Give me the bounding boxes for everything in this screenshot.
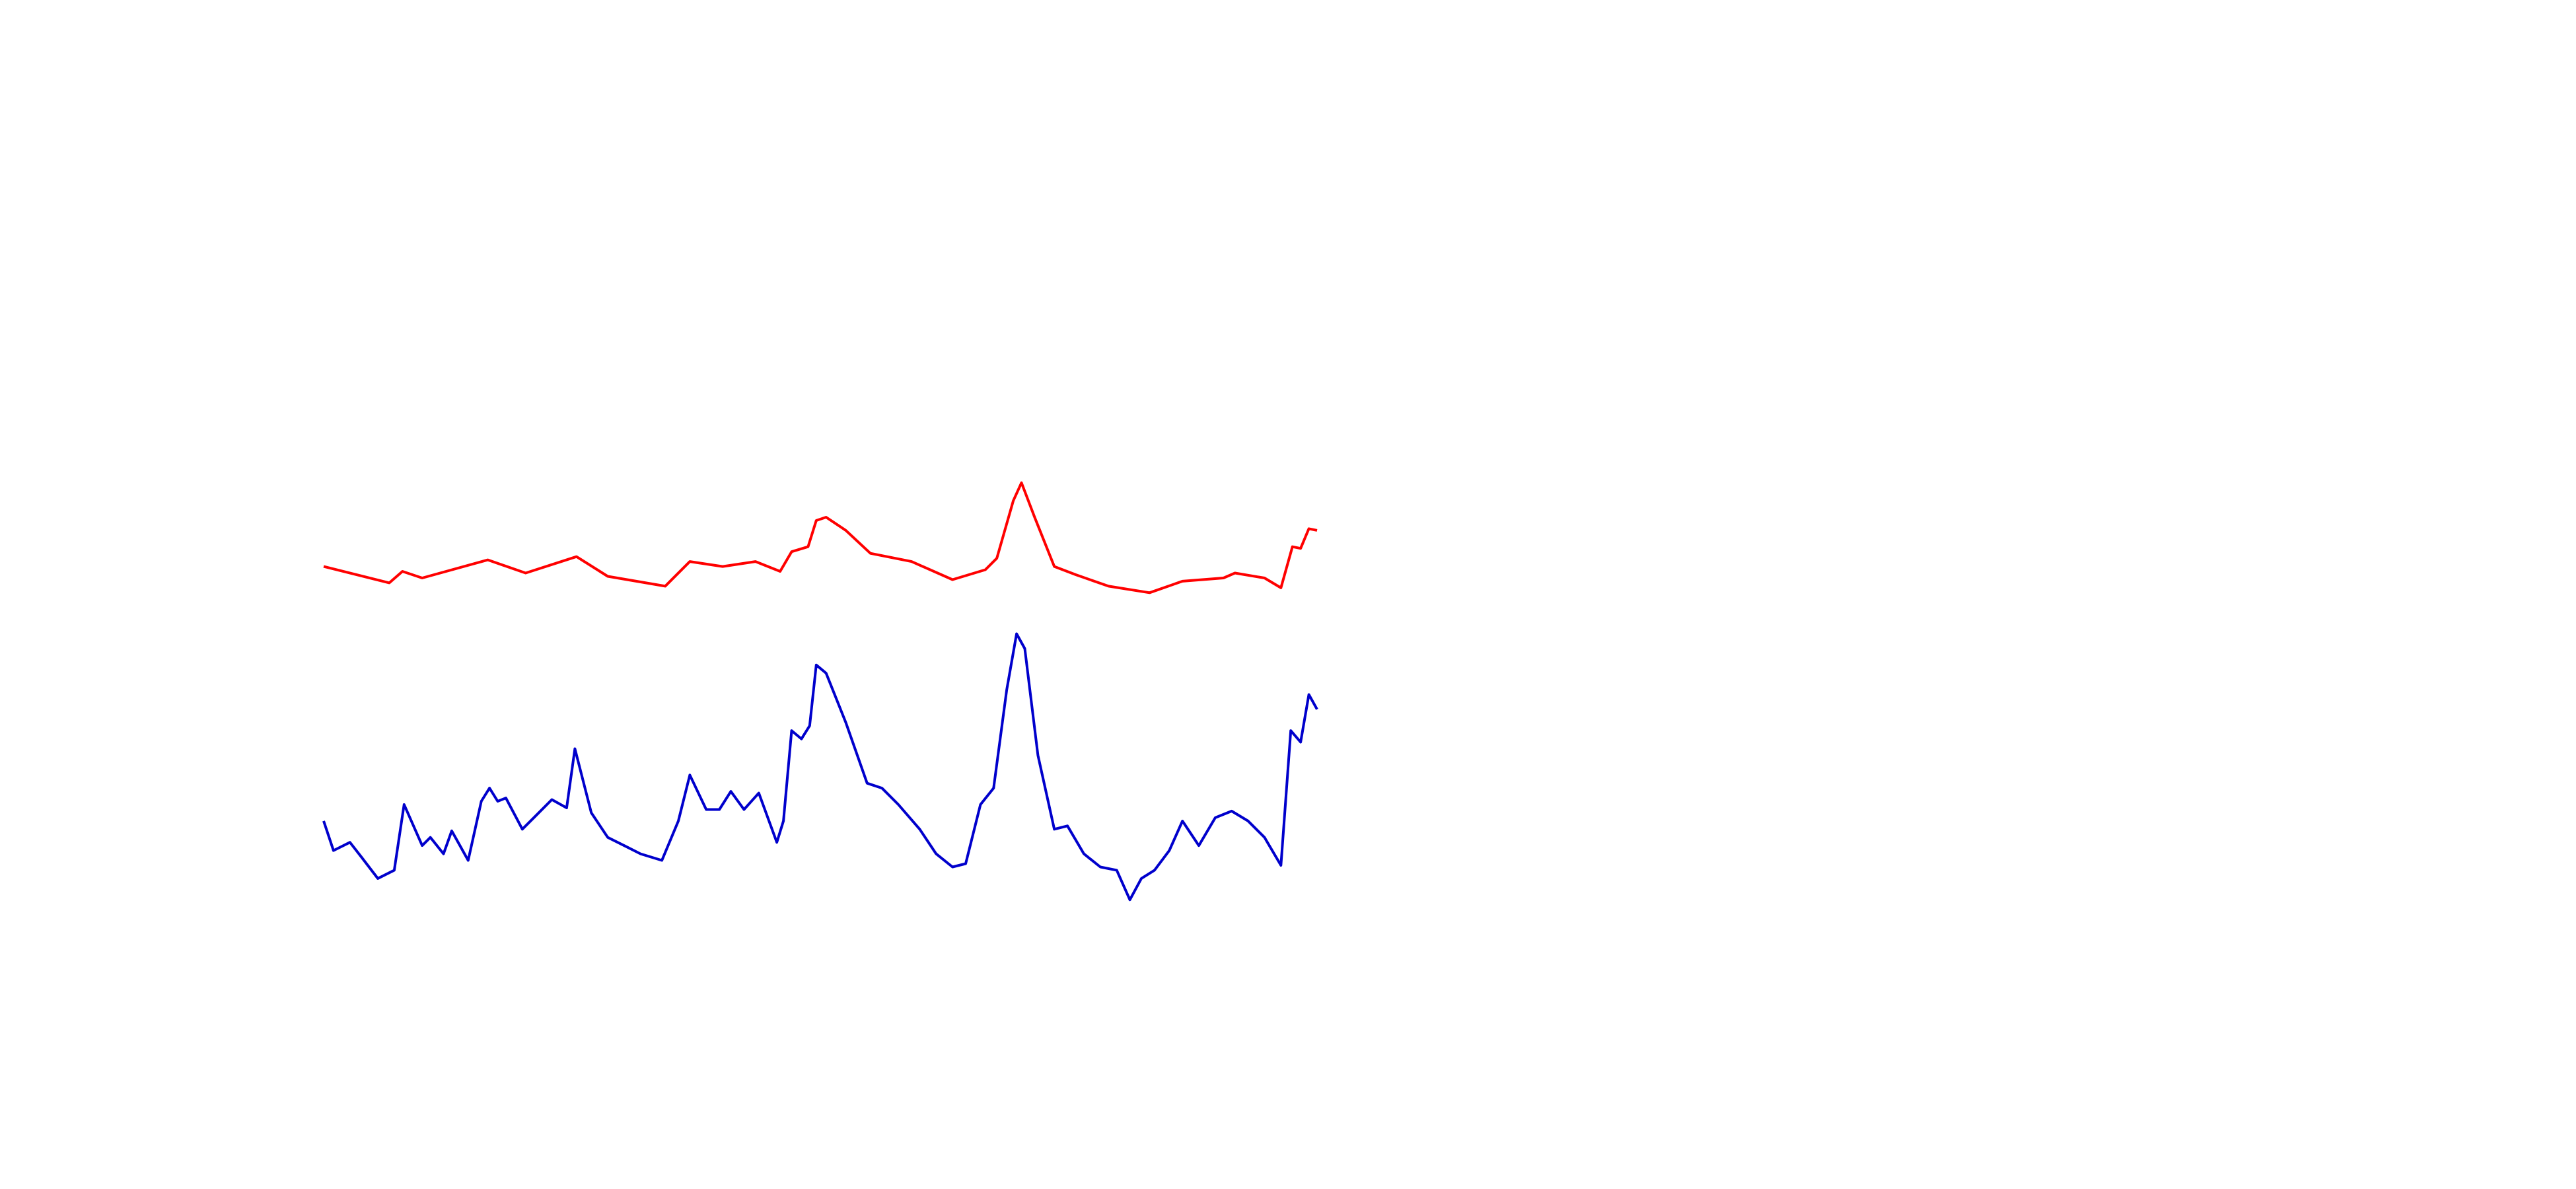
line-series — [323, 481, 1318, 594]
line-series — [322, 632, 1318, 902]
